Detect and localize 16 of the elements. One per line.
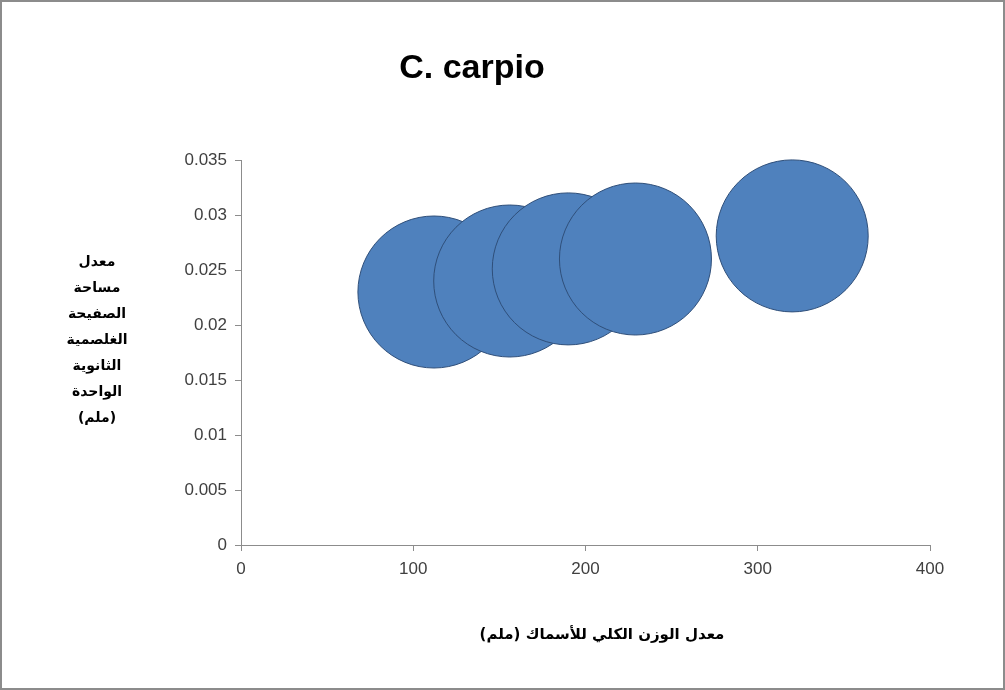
y-tick-label: 0.03 xyxy=(193,204,227,224)
x-tick-label: 200 xyxy=(571,558,600,578)
x-tick-label: 400 xyxy=(915,558,945,578)
y-tick-label: 0.015 xyxy=(184,369,227,389)
y-tick-label: 0.025 xyxy=(184,259,227,279)
x-tick-label: 100 xyxy=(399,558,428,578)
x-axis-title: معدل الوزن الكلي للأسماك (ملم) xyxy=(478,625,726,643)
y-tick-label: 0.02 xyxy=(193,314,227,334)
x-tick-label: 0 xyxy=(236,558,246,578)
y-tick-label: 0 xyxy=(217,534,227,554)
y-tick-label: 0.035 xyxy=(184,149,227,169)
y-tick-label: 0.005 xyxy=(184,479,227,499)
chart-title: C. carpio xyxy=(398,47,546,86)
y-tick-label: 0.01 xyxy=(193,424,227,444)
x-tick-label: 300 xyxy=(743,558,772,578)
y-axis-title: معدل مساحة الصفيحة الغلصمية الثانوية الواحدة (ملم) xyxy=(65,252,129,427)
